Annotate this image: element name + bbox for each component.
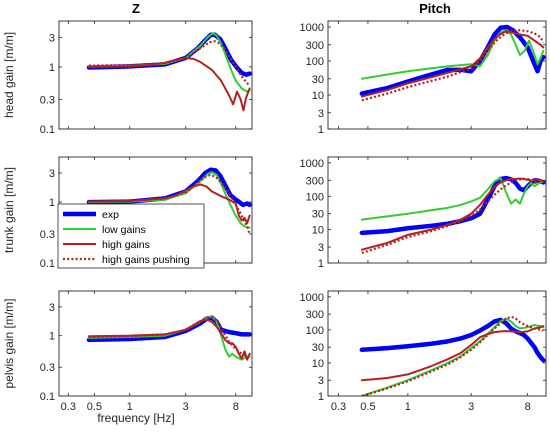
x-axis-label: frequency [Hz] [97,411,174,425]
y-tick-label: 1 [49,331,55,343]
x-tick-label: 0.5 [87,401,102,413]
y-tick-label: 100 [306,56,324,68]
y-tick-label: 1 [318,258,324,270]
series-line-high-gains-pushing [88,173,251,235]
y-tick-label: 10 [312,358,324,370]
legend: exp low gains high gains high gains pushing [57,203,205,269]
series-line-high-gains [360,30,545,98]
y-tick-label: 1 [318,124,324,136]
y-tick-label: 30 [312,209,324,221]
y-tick-label: 300 [306,309,324,321]
panels: 0.1 0.3 1 3 head gain [m/m] 1 3 10 30 100 300 1000 0… [2,20,547,413]
panel-r0-c0: 0.1 0.3 1 3 head gain [m/m] [2,20,253,136]
y-tick-label: 300 [306,175,324,187]
y-tick-label: 1 [49,197,55,209]
panel-r0-c1: 1 3 10 30 100 300 1000 [300,20,547,136]
legend-label-high-gains-pushing: high gains pushing [102,254,190,266]
y-tick-label: 100 [306,191,324,203]
legend-label-low-gains: low gains [102,224,146,236]
y-axis-label: trunk gain [m/m] [2,167,16,253]
y-tick-label: 1 [318,391,324,403]
x-tick-label: 0.3 [331,401,346,413]
series-group [86,167,252,235]
x-tick-label: 3 [468,401,474,413]
x-tick-label: 3 [183,401,189,413]
y-tick-label: 10 [312,90,324,102]
y-axis-label: pelvis gain [m/m] [2,298,16,388]
y-tick-label: 1000 [300,158,324,170]
legend-label-high-gains: high gains [102,239,150,251]
axes-box [58,290,253,397]
y-tick-label: 3 [318,108,324,120]
x-tick-label: 1 [127,401,133,413]
panel-r1-c1: 1 3 10 30 100 300 1000 [300,156,547,270]
y-tick-label: 0.3 [40,229,55,241]
y-tick-label: 0.3 [40,362,55,374]
x-tick-label: 8 [233,401,239,413]
series-group [359,175,546,254]
y-tick-label: 30 [312,74,324,86]
y-tick-label: 0.1 [40,258,55,270]
x-tick-label: 8 [525,401,531,413]
y-tick-label: 3 [318,375,324,387]
y-tick-label: 1 [49,62,55,74]
series-line-high-gains-pushing [88,316,251,360]
axes-box [327,290,547,397]
y-tick-label: 3 [318,242,324,254]
y-tick-label: 0.1 [40,124,55,136]
x-tick-label: 0.5 [360,401,375,413]
series-line-low-gains [360,177,545,221]
series-line-high-gains [87,56,251,112]
y-tick-label: 0.3 [40,94,55,106]
y-tick-label: 1000 [300,292,324,304]
series-line-exp [359,317,546,363]
column-title-z: Z [132,1,140,16]
series-group [86,32,252,112]
series-line-high-gains [360,325,545,382]
y-tick-label: 100 [306,325,324,337]
y-tick-label: 3 [49,32,55,44]
plot-area [59,291,252,396]
axes-box [327,20,547,130]
y-tick-label: 10 [312,225,324,237]
series-group [359,24,546,102]
series-line-exp [359,24,546,96]
y-tick-label: 3 [49,302,55,314]
y-tick-label: 0.1 [40,391,55,403]
plot-area [59,21,252,129]
series-group [359,315,546,396]
column-title-pitch: Pitch [419,1,451,16]
x-tick-label: 1 [405,401,411,413]
series-line-high-gains-pushing [361,29,545,102]
y-tick-label: 30 [312,342,324,354]
y-tick-label: 3 [49,168,55,180]
y-tick-label: 300 [306,40,324,52]
axes-box [58,20,253,130]
series-line-high-gains-pushing [361,315,544,396]
y-axis-label: head gain [m/m] [2,32,16,118]
panel-r2-c0: 0.1 0.3 1 3 0.3 0.5 1 3 8 pelvis gain [m/m] [2,290,253,413]
legend-label-exp: exp [102,209,119,221]
axes-box [327,156,547,264]
y-tick-label: 1000 [300,22,324,34]
x-tick-label: 0.3 [61,401,76,413]
panel-r2-c1: 1 3 10 30 100 300 1000 0.3 0.5 1 3 8 [300,290,547,413]
series-group [86,315,252,361]
